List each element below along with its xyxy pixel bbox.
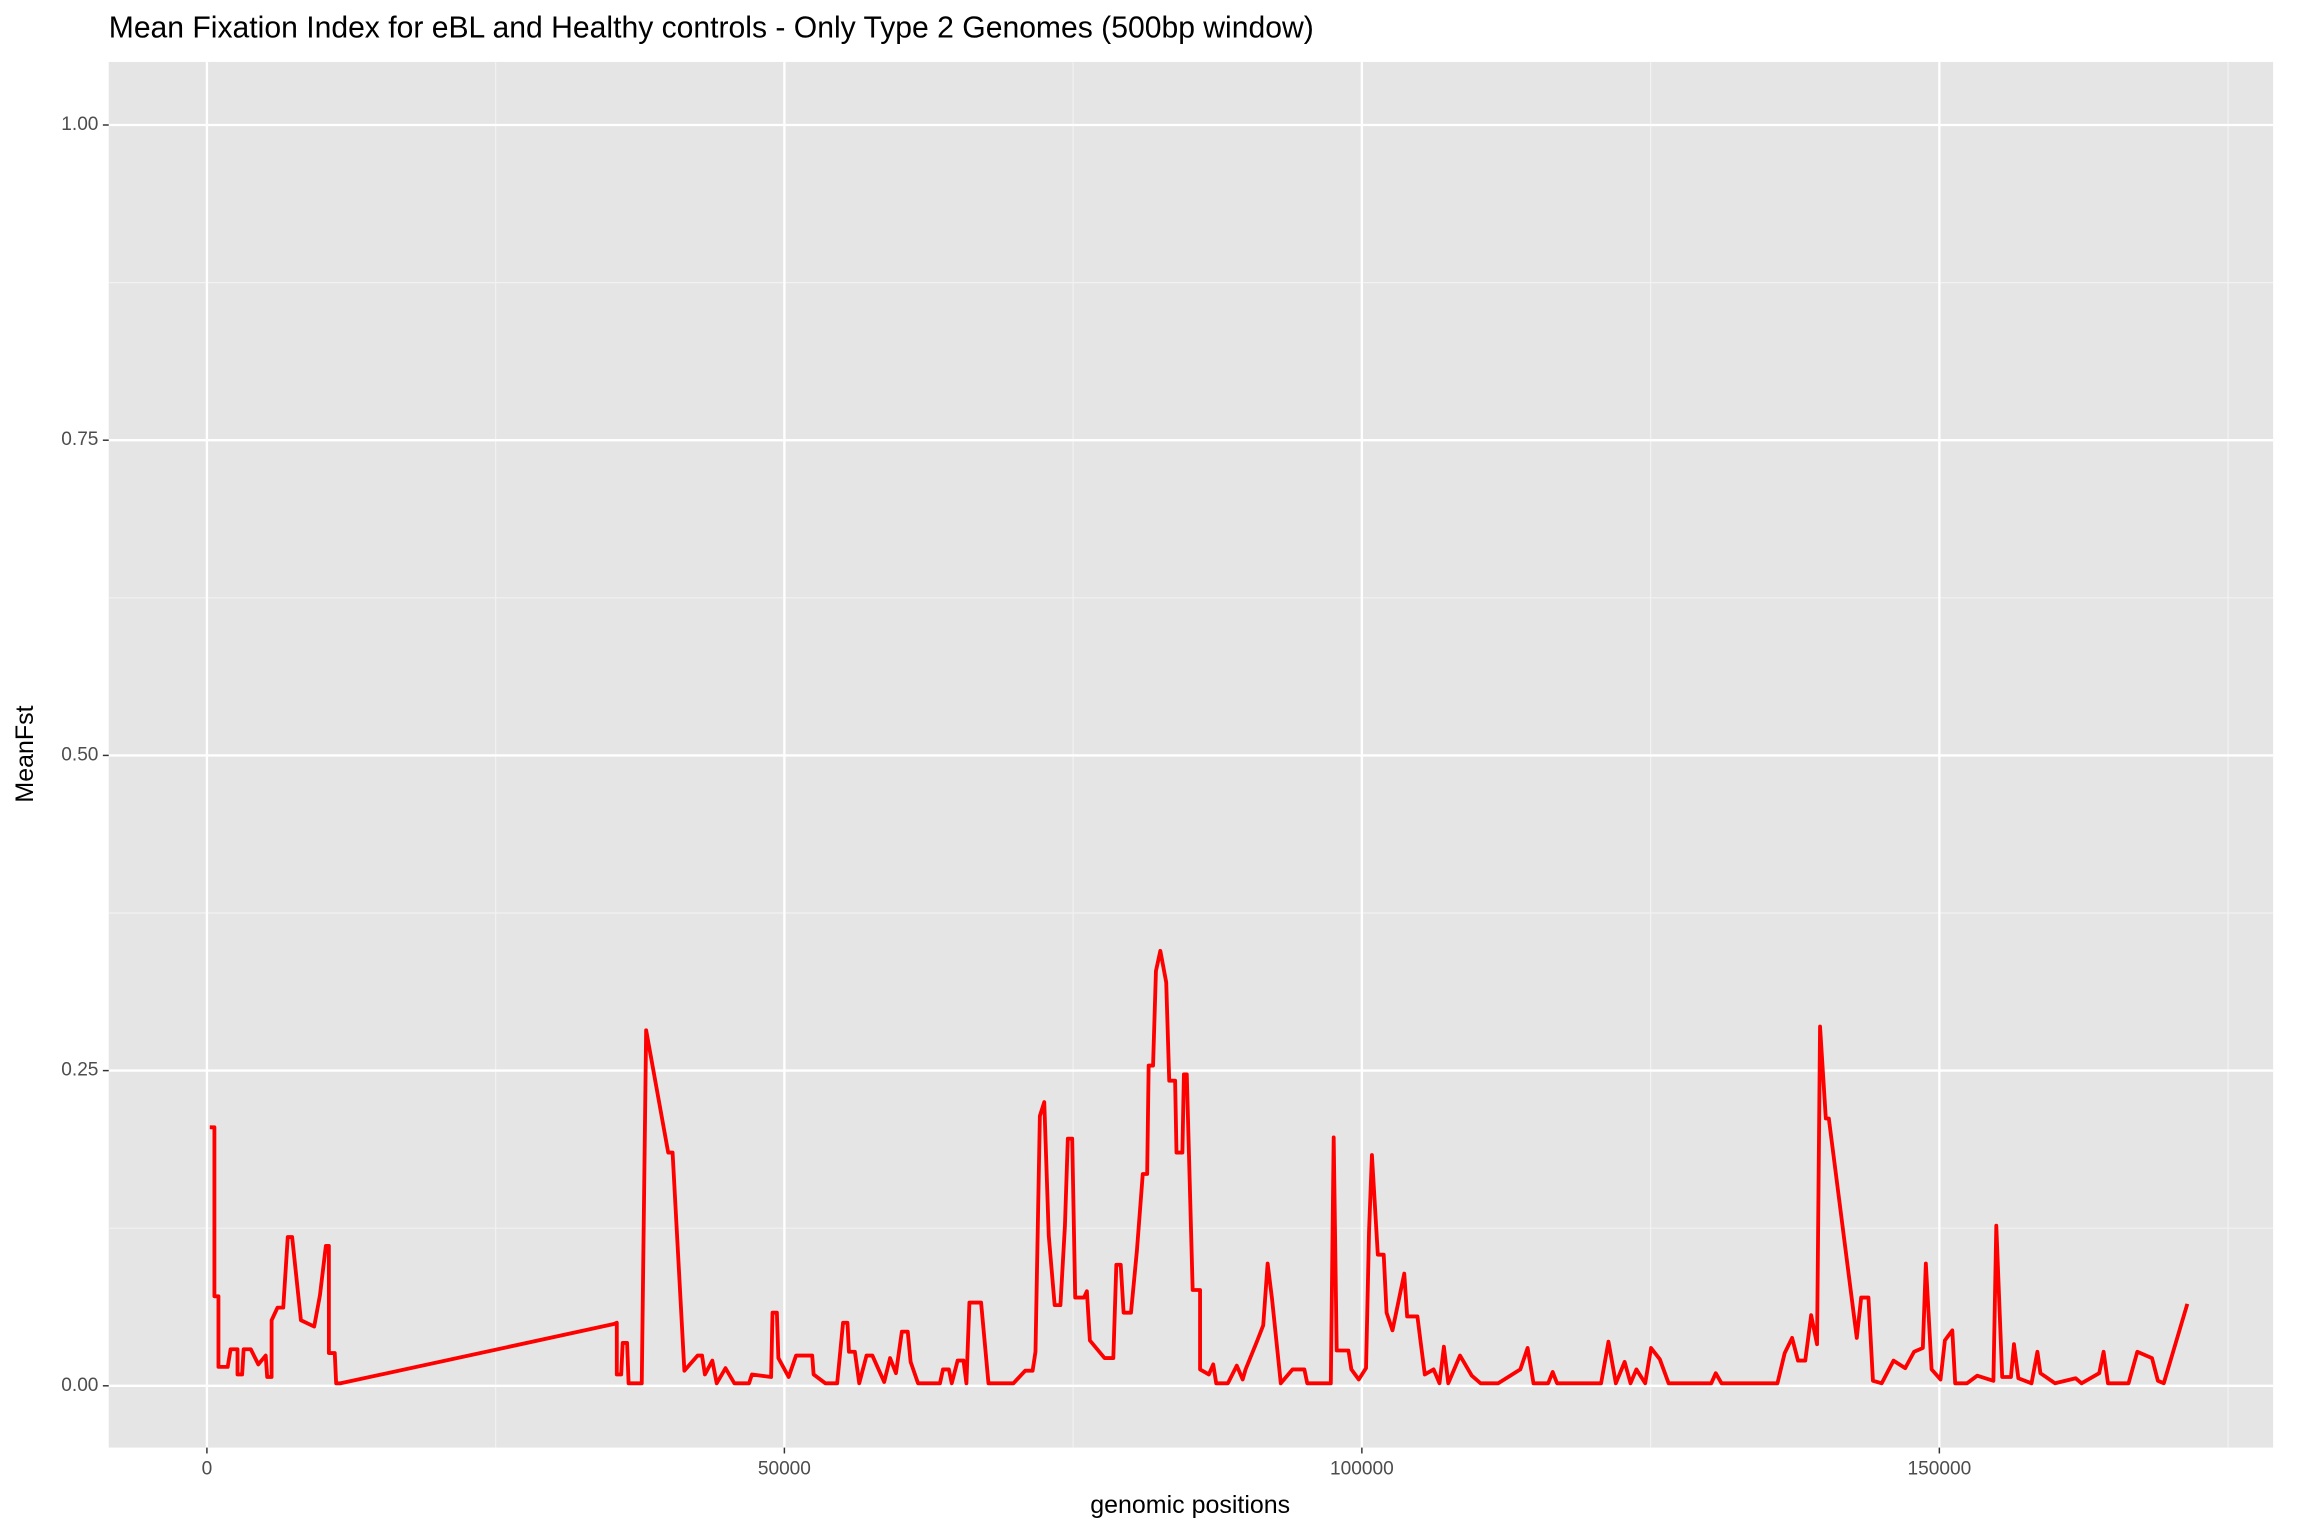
x-axis-title: genomic positions — [1090, 1491, 1290, 1519]
x-tick-label: 100000 — [1330, 1459, 1394, 1480]
y-tick-label: 0.25 — [61, 1060, 98, 1081]
x-tick-label: 50000 — [758, 1459, 811, 1480]
y-tick-label: 1.00 — [61, 114, 98, 135]
y-axis-title: MeanFst — [11, 705, 39, 802]
y-tick-label: 0.00 — [61, 1375, 98, 1396]
x-tick-label: 150000 — [1907, 1459, 1971, 1480]
y-tick-label: 0.50 — [61, 744, 98, 765]
chart-title: Mean Fixation Index for eBL and Healthy … — [109, 12, 1314, 45]
y-tick-label: 0.75 — [61, 429, 98, 450]
data-line — [209, 948, 2190, 1386]
x-tick-label: 0 — [202, 1459, 213, 1480]
